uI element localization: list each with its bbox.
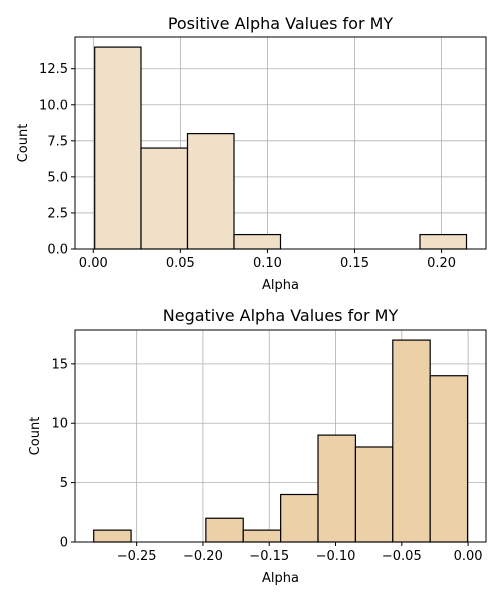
positive-axes-frame bbox=[74, 36, 487, 250]
negative-y-tick-label: 15 bbox=[51, 357, 68, 372]
positive-x-tick-label: 0.00 bbox=[79, 256, 108, 271]
positive-bar bbox=[94, 46, 142, 250]
positive-x-axis-label: Alpha bbox=[262, 278, 299, 293]
positive-x-tick-label: 0.05 bbox=[166, 256, 195, 271]
negative-x-tick-label: −0.15 bbox=[249, 549, 289, 564]
positive-y-tick-label: 0.0 bbox=[47, 243, 68, 258]
negative-bar bbox=[280, 493, 319, 543]
negative-x-axis-label: Alpha bbox=[262, 571, 299, 586]
positive-bar bbox=[419, 233, 468, 250]
negative-x-tick-label: 0.00 bbox=[454, 549, 483, 564]
negative-x-tick-label: −0.20 bbox=[183, 549, 223, 564]
positive-x-tick-label: 0.20 bbox=[427, 256, 456, 271]
negative-y-axis-label: Count bbox=[28, 417, 43, 456]
negative-y-tick-label: 5 bbox=[60, 476, 68, 491]
negative-y-tick-label: 10 bbox=[51, 417, 68, 432]
positive-y-axis-label: Count bbox=[16, 124, 31, 163]
negative-bar bbox=[392, 339, 431, 543]
negative-bar bbox=[317, 434, 357, 543]
positive-y-tick-label: 2.5 bbox=[47, 206, 68, 221]
positive-bar bbox=[140, 147, 189, 250]
negative-chart-title: Negative Alpha Values for MY bbox=[163, 306, 399, 325]
positive-y-tick-label: 12.5 bbox=[39, 62, 68, 77]
negative-bar bbox=[242, 529, 282, 543]
positive-y-tick-label: 7.5 bbox=[47, 134, 68, 149]
negative-bar bbox=[354, 446, 394, 543]
positive-x-tick-label: 0.15 bbox=[340, 256, 369, 271]
positive-bar bbox=[233, 233, 282, 250]
negative-x-tick-label: −0.10 bbox=[316, 549, 356, 564]
positive-chart-title: Positive Alpha Values for MY bbox=[168, 14, 394, 33]
positive-y-tick-label: 10.0 bbox=[39, 98, 68, 113]
negative-x-tick-label: −0.05 bbox=[382, 549, 422, 564]
negative-bar bbox=[205, 517, 244, 543]
negative-y-tick-label: 0 bbox=[60, 536, 68, 551]
negative-x-tick-label: −0.25 bbox=[117, 549, 157, 564]
negative-bar bbox=[429, 375, 469, 543]
positive-bar bbox=[186, 133, 235, 250]
positive-x-tick-label: 0.10 bbox=[253, 256, 282, 271]
negative-bar bbox=[93, 529, 132, 543]
positive-y-tick-label: 5.0 bbox=[47, 170, 68, 185]
negative-chart: −0.25 −0.20 −0.15 −0.10 −0.05 0.00 0 5 10 15 Negat… bbox=[28, 306, 487, 586]
positive-chart: 0.00 0.05 0.10 0.15 0.20 0.0 2.5 5.0 7.5 10.0 12.5… bbox=[16, 14, 487, 293]
negative-axes-frame bbox=[74, 329, 487, 543]
